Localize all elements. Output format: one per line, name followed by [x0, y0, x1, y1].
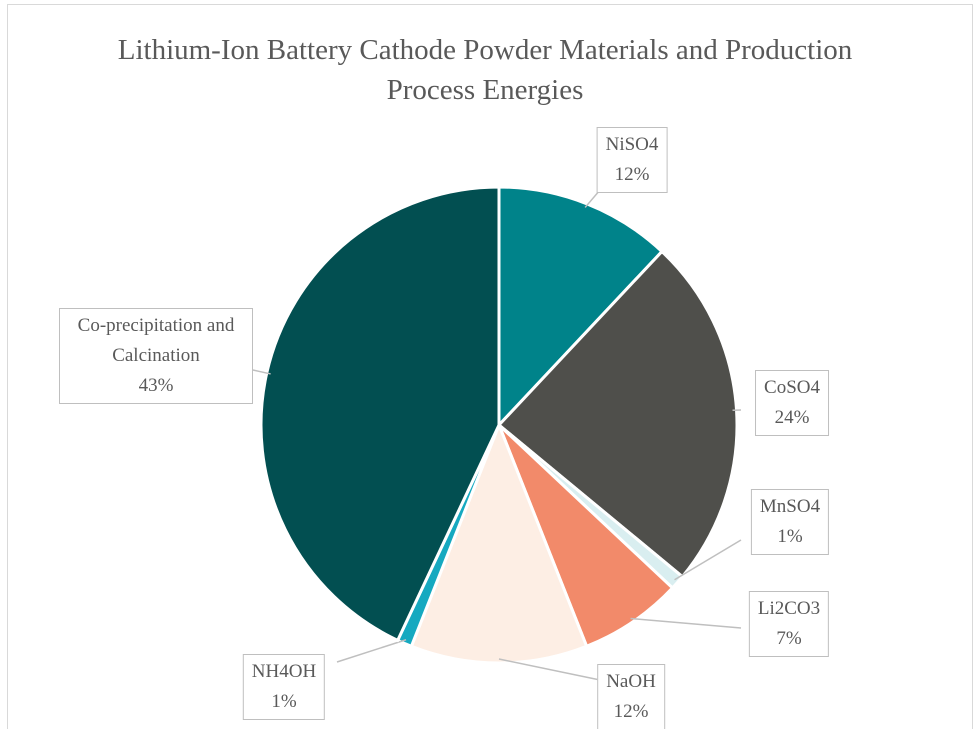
label-name: CoSO4: [764, 377, 820, 398]
leader-line: [630, 617, 742, 629]
data-label: NiSO4 12%: [596, 127, 668, 193]
data-label: NH4OH 1%: [242, 654, 326, 720]
label-name: NiSO4: [605, 134, 659, 155]
leader-line: [674, 539, 742, 581]
label-name: Li2CO3: [757, 598, 821, 619]
chart-title: Lithium-Ion Battery Cathode Powder Mater…: [117, 34, 853, 106]
label-value: 12%: [613, 701, 649, 722]
label-value: 24%: [774, 407, 810, 428]
label-name: Co-precipitation and Calcination: [77, 315, 235, 366]
data-label: NaOH 12%: [597, 664, 665, 729]
data-label: Co-precipitation and Calcination 43%: [59, 308, 253, 404]
label-name: MnSO4: [759, 496, 821, 517]
pie-slice: [409, 420, 589, 665]
data-label: MnSO4 1%: [750, 489, 830, 555]
label-value: 7%: [776, 628, 802, 649]
chart-border: [7, 4, 973, 729]
data-label: Li2CO3 7%: [748, 591, 830, 657]
label-value: 1%: [777, 526, 803, 547]
label-name: NH4OH: [251, 661, 317, 682]
leader-line: [336, 639, 407, 663]
label-name: NaOH: [606, 671, 656, 692]
leader-line: [498, 658, 601, 681]
label-value: 1%: [271, 691, 297, 712]
label-value: 12%: [614, 164, 650, 185]
label-value: 43%: [138, 375, 174, 396]
data-label: CoSO4 24%: [755, 370, 829, 436]
pie-slice: [497, 185, 665, 429]
leader-line: [252, 369, 271, 375]
pie-slice: [497, 423, 675, 649]
